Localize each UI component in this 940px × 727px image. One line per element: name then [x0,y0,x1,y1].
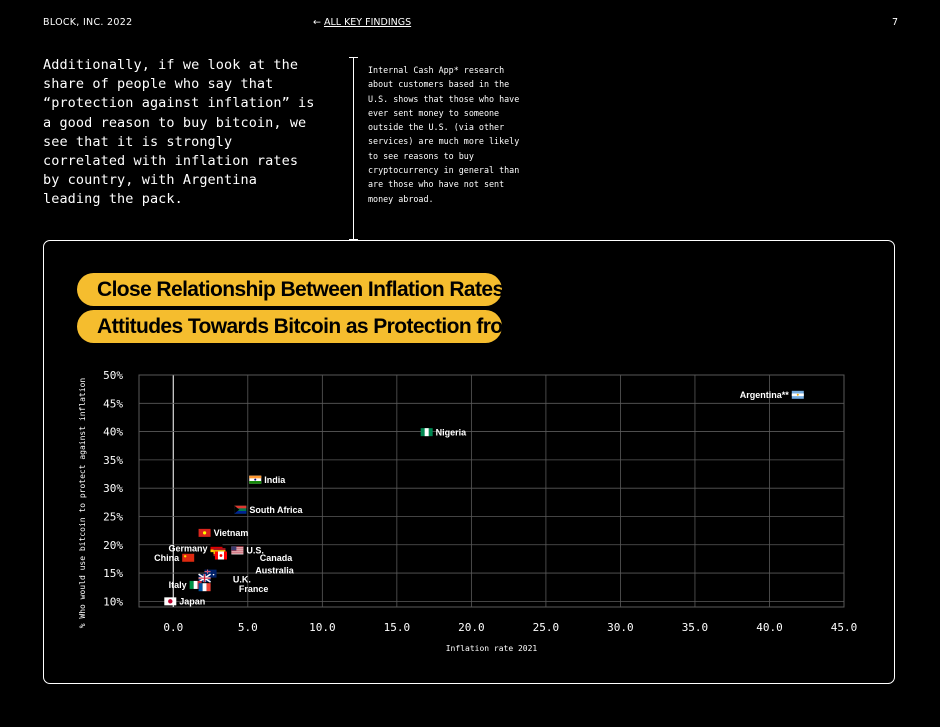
all-key-findings-link[interactable]: ← ALL KEY FINDINGS [313,17,411,28]
back-arrow-icon: ← [313,17,321,28]
chart-title-line-1: Close Relationship Between Inflation Rat… [77,273,545,306]
brand-label: BLOCK, INC. 2022 [43,17,133,28]
point-label: Argentina** [740,390,790,400]
y-tick-label: 20% [103,539,123,552]
flag-part [234,505,240,514]
flag-part [219,554,223,557]
point-label: Vietnam [214,528,249,538]
flag-part [193,580,198,589]
data-point-argentina: Argentina** [740,390,804,400]
x-tick-label: 0.0 [163,621,183,634]
sidenote-paragraph: Internal Cash App* research about custom… [368,65,520,204]
point-label: South Africa [249,505,303,515]
flag-part [212,573,215,576]
point-label: Nigeria [436,427,468,437]
flag-part [202,531,207,535]
y-tick-label: 45% [103,397,123,410]
point-label: China [154,553,180,563]
flag-part [231,546,237,551]
data-point-france [198,583,211,592]
data-point-japan: Japan [164,597,205,607]
flag-part [231,550,244,552]
data-point-south-africa: South Africa [234,505,304,515]
back-link-label: ALL KEY FINDINGS [323,17,412,28]
data-point-italy: Italy [169,580,202,590]
flag-part [210,544,223,547]
point-label: Australia [255,565,295,575]
x-axis-title: Inflation rate 2021 [446,644,538,653]
flag-part [249,475,262,479]
point-label: U.K. [233,574,251,584]
data-point-china: China [154,553,195,563]
flag-part [183,555,187,558]
data-point-australia [204,569,217,578]
flag-part [231,546,244,548]
x-tick-label: 20.0 [458,621,485,634]
flag-part [168,599,173,604]
page-number: 7 [891,17,898,28]
point-label: Italy [169,580,187,590]
flag-part [234,505,247,514]
intro-paragraph: Additionally, if we look at the share of… [43,57,315,208]
point-label: India [264,475,286,485]
x-tick-label: 10.0 [309,621,336,634]
flag-part [249,481,262,484]
flag-part [234,511,247,514]
flag-part [424,428,429,437]
x-tick-label: 30.0 [607,621,634,634]
chart-title-line-2: Attitudes Towards Bitcoin as Protection … [77,310,538,343]
flag-part [198,583,203,592]
flag-part [198,577,211,579]
flag-part [202,583,207,592]
x-tick-label: 40.0 [756,621,783,634]
flag-part [231,548,244,550]
point-label: Germany [168,543,207,553]
y-tick-label: 25% [103,510,123,523]
x-tick-label: 15.0 [384,621,411,634]
flag-part [204,569,217,578]
x-tick-label: 5.0 [238,621,258,634]
vertical-divider [353,58,354,239]
y-tick-label: 15% [103,567,123,580]
point-label: Japan [179,597,205,607]
data-point-uk [198,573,211,583]
divider-cap-top [349,57,358,58]
y-tick-label: 40% [103,426,123,439]
flag-part [231,552,244,554]
flag-part [204,571,211,572]
flag-part [223,551,227,560]
point-label: U.S. [246,546,264,556]
y-tick-label: 35% [103,454,123,467]
flag-part [254,478,257,481]
x-tick-label: 35.0 [682,621,709,634]
y-tick-label: 50% [103,369,123,382]
chart-panel [43,240,895,684]
plot-frame [138,374,845,608]
point-label: France [239,584,269,594]
data-point-india: India [249,475,286,485]
y-tick-label: 30% [103,482,123,495]
divider-cap-bottom [349,239,358,240]
flag-part [189,580,194,589]
data-point-canada [214,551,227,560]
x-tick-label: 45.0 [831,621,858,634]
flag-part [234,505,247,509]
flag-part [206,583,211,592]
data-point-vietnam: Vietnam [198,528,249,538]
flag-part [182,553,195,562]
top-bar: BLOCK, INC. 2022 ← ALL KEY FINDINGS 7 [0,17,940,31]
point-label: Canada [260,553,294,563]
x-tick-label: 25.0 [533,621,560,634]
data-point-usa: U.S. [231,546,264,556]
data-point-nigeria: Nigeria [420,427,468,437]
flag-part [796,393,799,396]
flag-part [214,551,218,560]
y-axis-title: % Who would use bitcoin to protect again… [78,378,87,629]
y-tick-label: 10% [103,595,123,608]
